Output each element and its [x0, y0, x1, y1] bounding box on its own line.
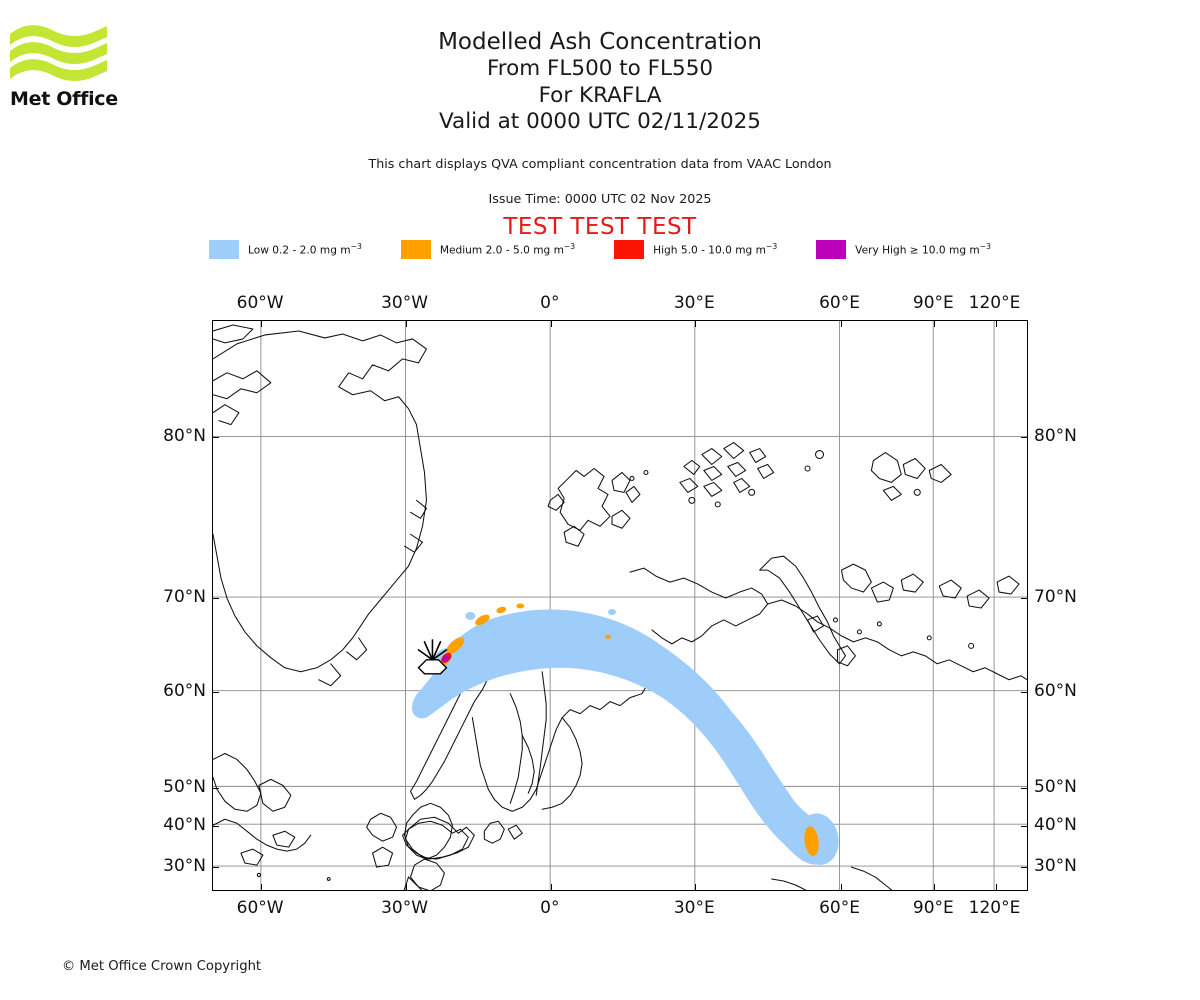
lat-tick-left	[213, 436, 219, 438]
map-coastlines	[213, 324, 1027, 890]
longitude-axis-top: 60°W 30°W 0° 30°E 60°E 90°E 120°E	[212, 291, 1028, 313]
latitude-label-left: 80°N	[163, 425, 206, 446]
lon-tick-bottom	[840, 884, 842, 890]
lon-tick-top	[261, 321, 263, 327]
longitude-label-top: 60°E	[819, 293, 860, 313]
lat-tick-left	[213, 692, 219, 694]
lon-tick-top	[840, 321, 842, 327]
lat-tick-left	[213, 825, 219, 827]
latitude-label-left: 60°N	[163, 681, 206, 702]
lat-tick-left	[213, 788, 219, 790]
longitude-label-bottom: 0°	[540, 898, 560, 918]
lat-tick-right	[1021, 692, 1027, 694]
legend-label-very-high: Very High ≥ 10.0 mg m−3	[855, 242, 991, 257]
title-line-3: For KRAFLA	[538, 82, 662, 108]
legend-item-very-high: Very High ≥ 10.0 mg m−3	[816, 240, 991, 259]
ash-plume-low-concentration	[412, 608, 839, 865]
legend-label-low: Low 0.2 - 2.0 mg m−3	[248, 242, 362, 257]
longitude-label-top: 120°E	[968, 293, 1021, 313]
latitude-label-right: 40°N	[1034, 814, 1077, 835]
latitude-label-left: 40°N	[163, 814, 206, 835]
lon-tick-bottom	[550, 884, 552, 890]
concentration-legend: Low 0.2 - 2.0 mg m−3 Medium 2.0 - 5.0 mg…	[0, 240, 1200, 259]
met-office-logo: Met Office	[10, 25, 125, 117]
volcano-source-marker	[417, 639, 448, 675]
lon-tick-top	[695, 321, 697, 327]
latitude-label-left: 70°N	[163, 586, 206, 607]
page-title: Modelled Ash Concentration From FL500 to…	[0, 28, 1200, 136]
lon-tick-top	[934, 321, 936, 327]
longitude-label-top: 90°E	[912, 293, 954, 313]
legend-label-high: High 5.0 - 10.0 mg m−3	[653, 242, 778, 257]
longitude-label-bottom: 30°E	[673, 898, 715, 918]
lon-tick-top	[405, 321, 407, 327]
map-frame	[212, 320, 1028, 891]
lat-tick-left	[213, 597, 219, 599]
longitude-axis-bottom: 60°W 30°W 0° 30°E 60°E 90°E 120°E	[212, 896, 1028, 918]
legend-swatch-low	[209, 240, 240, 259]
latitude-label-left: 30°N	[163, 855, 206, 876]
lat-tick-right	[1021, 436, 1027, 438]
longitude-label-top: 0°	[540, 293, 560, 313]
test-banner: TEST TEST TEST	[503, 214, 697, 240]
ash-plume-medium-concentration	[438, 603, 819, 857]
legend-swatch-high	[614, 240, 645, 259]
lat-tick-right	[1021, 597, 1027, 599]
latitude-label-right: 50°N	[1034, 777, 1077, 798]
lon-tick-top	[550, 321, 552, 327]
latitude-label-right: 70°N	[1034, 586, 1077, 607]
map-canvas	[213, 321, 1027, 890]
title-line-2: From FL500 to FL550	[486, 56, 714, 81]
lat-tick-right	[1021, 866, 1027, 868]
longitude-label-bottom: 60°W	[236, 898, 284, 918]
ash-concentration-map[interactable]	[212, 320, 1028, 891]
title-line-4: Valid at 0000 UTC 02/11/2025	[438, 109, 761, 134]
legend-swatch-very-high	[816, 240, 847, 259]
longitude-label-bottom: 60°E	[819, 898, 860, 918]
met-office-wordmark: Met Office	[10, 88, 118, 110]
legend-item-low: Low 0.2 - 2.0 mg m−3	[209, 240, 401, 259]
longitude-label-bottom: 90°E	[912, 898, 954, 918]
latitude-label-right: 30°N	[1034, 855, 1077, 876]
latitude-label-left: 50°N	[163, 777, 206, 798]
legend-swatch-medium	[400, 240, 431, 259]
title-line-1: Modelled Ash Concentration	[438, 29, 762, 55]
chart-description: This chart displays QVA compliant concen…	[368, 156, 832, 171]
latitude-axis-right: 80°N 70°N 60°N 50°N 40°N 30°N	[1034, 320, 1114, 891]
longitude-label-top: 30°E	[673, 293, 715, 313]
lat-tick-left	[213, 866, 219, 868]
legend-item-medium: Medium 2.0 - 5.0 mg m−3	[400, 240, 614, 259]
lon-tick-bottom	[995, 884, 997, 890]
legend-item-high: High 5.0 - 10.0 mg m−3	[614, 240, 816, 259]
lat-tick-right	[1021, 825, 1027, 827]
legend-label-medium: Medium 2.0 - 5.0 mg m−3	[439, 242, 576, 257]
longitude-label-bottom: 30°W	[381, 898, 429, 918]
lon-tick-bottom	[695, 884, 697, 890]
issue-time: Issue Time: 0000 UTC 02 Nov 2025	[488, 191, 712, 206]
latitude-label-right: 60°N	[1034, 681, 1077, 702]
map-gridlines	[213, 321, 1027, 890]
longitude-label-bottom: 120°E	[968, 898, 1021, 918]
lon-tick-bottom	[934, 884, 936, 890]
latitude-axis-left: 80°N 70°N 60°N 50°N 40°N 30°N	[140, 320, 206, 891]
copyright-notice: © Met Office Crown Copyright	[62, 959, 262, 974]
lon-tick-bottom	[405, 884, 407, 890]
lon-tick-bottom	[261, 884, 263, 890]
met-office-wave-icon	[10, 25, 107, 81]
latitude-label-right: 80°N	[1034, 425, 1077, 446]
longitude-label-top: 30°W	[381, 293, 429, 313]
longitude-label-top: 60°W	[236, 293, 284, 313]
lat-tick-right	[1021, 788, 1027, 790]
lon-tick-top	[995, 321, 997, 327]
